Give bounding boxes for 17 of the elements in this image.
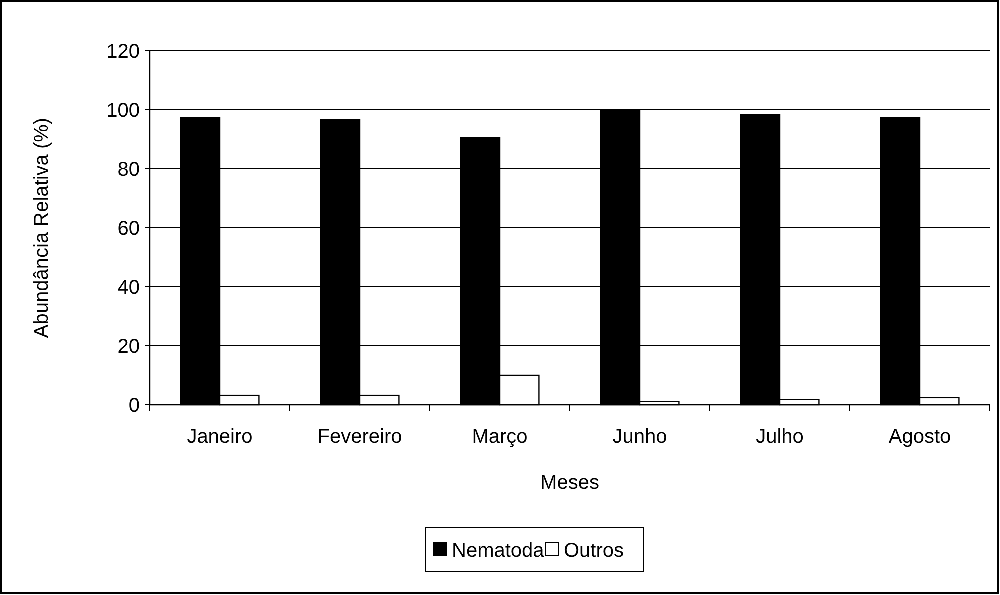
legend-label: Nematoda (452, 540, 546, 562)
x-tick-label: Julho (756, 426, 804, 448)
y-tick-label: 0 (128, 395, 140, 417)
x-tick-label: Fevereiro (318, 426, 402, 448)
x-tick-label: Janeiro (187, 426, 253, 448)
y-tick-label: 100 (106, 100, 140, 122)
x-tick-label: Agosto (888, 426, 952, 448)
y-tick-label: 40 (118, 277, 140, 299)
x-tick-label: Março (472, 426, 528, 448)
legend-label: Outros (564, 540, 624, 562)
y-tick-label: 60 (118, 218, 140, 240)
x-axis-title: Meses (540, 472, 600, 494)
y-tick-label: 120 (106, 41, 140, 63)
y-tick-label: 80 (118, 159, 140, 181)
x-tick-label: Junho (612, 426, 668, 448)
y-tick-label: 20 (118, 336, 140, 358)
y-axis-title: Abundância Relativa (%) (31, 118, 53, 338)
